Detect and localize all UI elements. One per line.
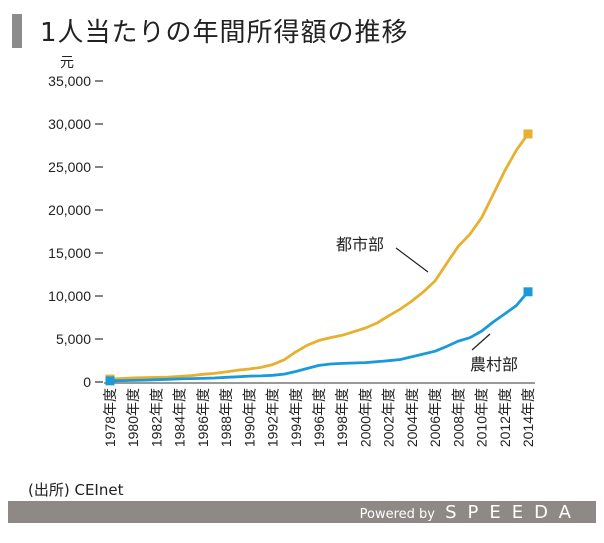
footer-brand-logo: SPEEDA — [445, 502, 582, 523]
x-tick-label: 1992年度 — [265, 388, 281, 447]
x-tick-label: 1988年度 — [218, 388, 234, 447]
x-tick-label: 1998年度 — [334, 388, 350, 447]
x-tick-label: 2006年度 — [427, 388, 443, 447]
x-tick-label: 2008年度 — [450, 388, 466, 447]
footer-bar: Powered by SPEEDA — [8, 501, 596, 523]
title-accent-bar — [12, 14, 22, 48]
leader-line-rural — [471, 333, 491, 351]
y-tick-label: 15,000 — [48, 245, 91, 261]
x-tick-label: 1980年度 — [125, 388, 141, 447]
source-note: (出所) CEInet — [28, 481, 124, 499]
series-start-marker — [105, 376, 115, 386]
series-line-urban — [108, 132, 530, 381]
x-tick-label: 2012年度 — [497, 388, 513, 447]
x-tick-label: 1978年度 — [102, 388, 118, 447]
x-tick-label: 2010年度 — [474, 388, 490, 447]
line-chart: 元 0 5,000 10,000 15,000 20,000 25,000 30,000 35,… — [48, 54, 536, 447]
series-end-marker — [523, 287, 533, 297]
x-tick-label: 1984年度 — [172, 388, 188, 447]
x-tick-label: 1986年度 — [195, 388, 211, 447]
y-tick-label: 25,000 — [48, 159, 91, 175]
x-tick-label: 2002年度 — [381, 388, 397, 447]
footer-powered-by: Powered by — [359, 507, 435, 522]
x-tick-label: 1982年度 — [148, 388, 164, 447]
x-tick-label: 2004年度 — [404, 388, 420, 447]
y-tick-label: 20,000 — [48, 202, 91, 218]
y-tick-label: 10,000 — [48, 288, 91, 304]
page-title: 1人当たりの年間所得額の推移 — [40, 18, 409, 48]
x-tick-label: 1994年度 — [288, 388, 304, 447]
y-tick-label: 5,000 — [56, 331, 91, 347]
x-tick-label: 2000年度 — [357, 388, 373, 447]
series-label-urban: 都市部 — [336, 236, 384, 254]
y-axis-unit: 元 — [60, 54, 74, 70]
series-label-rural: 農村部 — [470, 356, 518, 374]
y-tick-label: 30,000 — [48, 116, 91, 132]
series-line-rural — [108, 290, 530, 383]
series-end-marker — [523, 129, 533, 139]
y-tick-label: 35,000 — [48, 73, 91, 89]
x-tick-label: 1990年度 — [241, 388, 257, 447]
x-tick-label: 1996年度 — [311, 388, 327, 447]
y-tick-label: 0 — [83, 374, 91, 390]
x-tick-label: 2014年度 — [520, 388, 536, 447]
footer-credit: Powered by SPEEDA — [360, 502, 582, 523]
leader-line-urban — [395, 247, 429, 273]
